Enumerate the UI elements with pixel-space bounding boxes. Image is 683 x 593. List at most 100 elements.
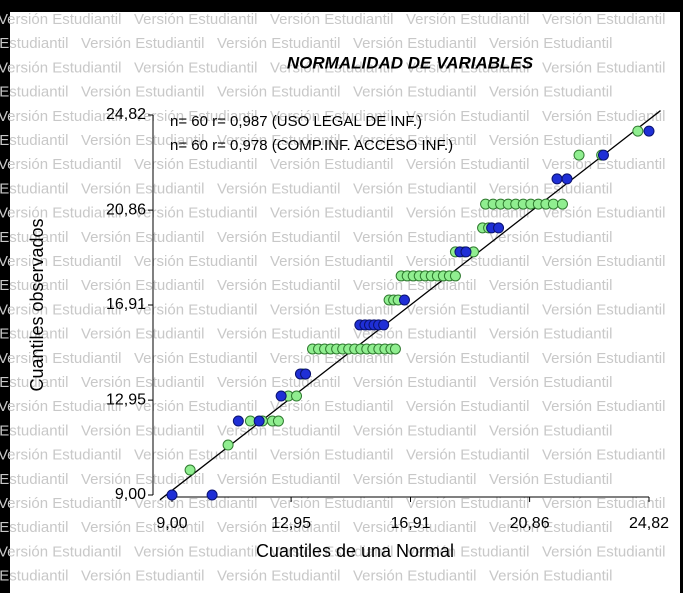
watermark: Versión Estudiantil <box>353 568 476 585</box>
point <box>632 125 644 137</box>
watermark: Versión Estudiantil <box>489 132 612 149</box>
watermark: Versión Estudiantil <box>489 229 612 246</box>
watermark: Versión Estudiantil <box>489 84 612 101</box>
watermark: Versión Estudiantil <box>353 422 476 439</box>
point <box>222 439 234 451</box>
watermark: Versión Estudiantil <box>489 326 612 343</box>
x-axis-label: Cuantiles de una Normal <box>256 541 454 561</box>
watermark: Versión Estudiantil <box>0 277 68 294</box>
point <box>460 246 472 258</box>
watermark: Versión Estudiantil <box>0 471 68 488</box>
watermark: Versión Estudiantil <box>0 495 121 512</box>
point <box>232 415 244 427</box>
watermark: Versión Estudiantil <box>270 156 393 173</box>
watermark: Versión Estudiantil <box>353 229 476 246</box>
watermark: Versión Estudiantil <box>217 374 340 391</box>
watermark: Versión Estudiantil <box>489 568 612 585</box>
watermark: Versión Estudiantil <box>81 519 204 536</box>
watermark: Versión Estudiantil <box>406 11 529 28</box>
watermark: Versión Estudiantil <box>353 471 476 488</box>
x-tick-label: 20,86 <box>510 515 550 532</box>
watermark: Versión Estudiantil <box>353 180 476 197</box>
watermark: Versión Estudiantil <box>270 495 393 512</box>
x-tick-label: 9,00 <box>156 515 187 532</box>
watermark: Versión Estudiantil <box>217 180 340 197</box>
watermark: Versión Estudiantil <box>81 132 204 149</box>
watermark: Versión Estudiantil <box>81 422 204 439</box>
watermark: Versión Estudiantil <box>217 326 340 343</box>
watermark: Versión Estudiantil <box>406 543 529 560</box>
watermark: Versión Estudiantil <box>134 205 257 222</box>
watermark: Versión Estudiantil <box>542 253 665 270</box>
watermark: Versión Estudiantil <box>0 108 121 125</box>
watermark: Versión Estudiantil <box>489 374 612 391</box>
watermark: Versión Estudiantil <box>0 398 121 415</box>
watermark: Versión Estudiantil <box>0 132 68 149</box>
watermark: Versión Estudiantil <box>134 11 257 28</box>
watermark: Versión Estudiantil <box>270 205 393 222</box>
watermark: Versión Estudiantil <box>542 447 665 464</box>
point <box>561 173 573 185</box>
watermark: Versión Estudiantil <box>542 350 665 367</box>
watermark: Versión Estudiantil <box>406 59 529 76</box>
point <box>556 198 568 210</box>
watermark: Versión Estudiantil <box>0 350 121 367</box>
watermark-layer: Versión Estudiantil Versión Estudiantil Ve… <box>0 11 665 585</box>
watermark: Versión Estudiantil <box>406 156 529 173</box>
watermark: Versión Estudiantil <box>134 108 257 125</box>
watermark: Versión Estudiantil <box>270 543 393 560</box>
watermark: Versión Estudiantil <box>0 59 121 76</box>
watermark: Versión Estudiantil <box>542 543 665 560</box>
watermark: Versión Estudiantil <box>134 398 257 415</box>
watermark: Versión Estudiantil <box>0 519 68 536</box>
watermark: Versión Estudiantil <box>0 568 68 585</box>
watermark: Versión Estudiantil <box>406 108 529 125</box>
watermark: Versión Estudiantil <box>542 495 665 512</box>
watermark: Versión Estudiantil <box>81 326 204 343</box>
watermark: Versión Estudiantil <box>0 301 121 318</box>
point <box>643 125 655 137</box>
chart-title: NORMALIDAD DE VARIABLES <box>287 53 534 72</box>
watermark: Versión Estudiantil <box>489 180 612 197</box>
watermark: Versión Estudiantil <box>81 277 204 294</box>
watermark: Versión Estudiantil <box>0 35 68 52</box>
watermark: Versión Estudiantil <box>81 35 204 52</box>
point <box>389 343 401 355</box>
watermark: Versión Estudiantil <box>542 205 665 222</box>
watermark: Versión Estudiantil <box>134 59 257 76</box>
watermark: Versión Estudiantil <box>270 59 393 76</box>
watermark: Versión Estudiantil <box>406 350 529 367</box>
y-tick-label: 24,82 <box>106 106 146 123</box>
point <box>551 173 563 185</box>
watermark: Versión Estudiantil <box>134 447 257 464</box>
watermark: Versión Estudiantil <box>0 447 121 464</box>
y-axis-label: Cuantiles observados <box>27 218 47 391</box>
watermark: Versión Estudiantil <box>406 301 529 318</box>
watermark: Versión Estudiantil <box>81 374 204 391</box>
watermark: Versión Estudiantil <box>353 132 476 149</box>
y-tick-label: 12,95 <box>106 391 146 408</box>
watermark: Versión Estudiantil <box>542 11 665 28</box>
watermark: Versión Estudiantil <box>0 156 121 173</box>
watermark: Versión Estudiantil <box>0 229 68 246</box>
watermark: Versión Estudiantil <box>0 374 68 391</box>
y-tick-label: 20,86 <box>106 201 146 218</box>
watermark: Versión Estudiantil <box>542 398 665 415</box>
watermark: Versión Estudiantil <box>353 35 476 52</box>
watermark: Versión Estudiantil <box>134 495 257 512</box>
watermark: Versión Estudiantil <box>270 108 393 125</box>
watermark: Versión Estudiantil <box>0 11 121 28</box>
watermark: Versión Estudiantil <box>270 398 393 415</box>
reference-line <box>159 110 661 501</box>
watermark: Versión Estudiantil <box>134 301 257 318</box>
legend-entry: n= 60 r= 0,978 (COMP.INF. ACCESO INF.) <box>170 137 453 154</box>
point <box>291 390 303 402</box>
watermark: Versión Estudiantil <box>489 471 612 488</box>
point <box>573 149 585 161</box>
watermark: Versión Estudiantil <box>217 519 340 536</box>
x-tick-label: 12,95 <box>271 515 311 532</box>
watermark: Versión Estudiantil <box>542 301 665 318</box>
watermark: Versión Estudiantil <box>0 253 121 270</box>
